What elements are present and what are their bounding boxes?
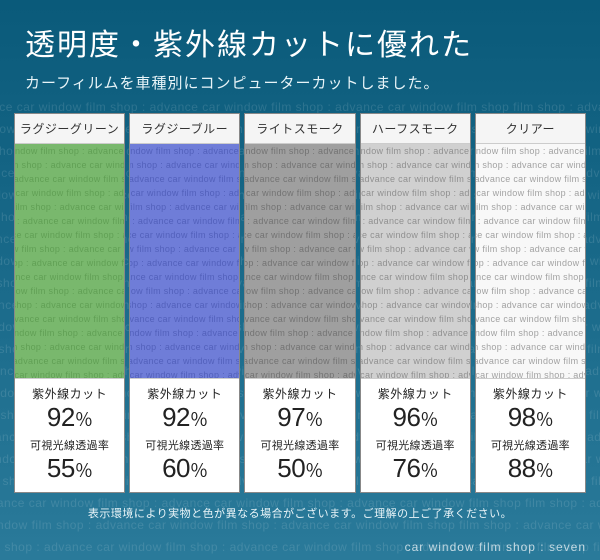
film-card: ライトスモークndow film shop : advance car wind… [244,113,355,493]
film-swatch: ndow film shop : advance car window film… [476,144,585,379]
uv-value: 98％ [478,402,583,433]
trans-label: 可視光線透過率 [247,437,352,453]
film-card: クリアーndow film shop : advance car window … [475,113,586,493]
film-swatch: ndow film shop : advance car window film… [130,144,239,379]
swatch-overlay [130,144,239,378]
film-name: ラグジーグリーン [15,114,124,144]
uv-label: 紫外線カット [363,385,468,402]
swatch-overlay [15,144,124,378]
disclaimer-text: 表示環境により実物と色が異なる場合がございます。ご理解の上ご了承ください。 [0,505,600,521]
film-name: ラグジーブルー [130,114,239,144]
film-card: ラグジーグリーンndow film shop : advance car win… [14,113,125,493]
uv-value: 92％ [17,402,122,433]
header: 透明度・紫外線カットに優れた カーフィルムを車種別にコンピューターカットしました… [0,0,600,105]
swatch-overlay [476,144,585,378]
film-card: ハーフスモークndow film shop : advance car wind… [360,113,471,493]
uv-label: 紫外線カット [247,385,352,402]
trans-label: 可視光線透過率 [478,437,583,453]
swatch-overlay [245,144,354,378]
trans-value: 50％ [247,453,352,484]
film-stats: 紫外線カット92％ 可視光線透過率55％ [15,379,124,492]
film-stats: 紫外線カット97％ 可視光線透過率50％ [245,379,354,492]
film-swatch: ndow film shop : advance car window film… [361,144,470,379]
trans-value: 76％ [363,453,468,484]
trans-value: 55％ [17,453,122,484]
trans-value: 60％ [132,453,237,484]
film-swatch: ndow film shop : advance car window film… [245,144,354,379]
page-title: 透明度・紫外線カットに優れた [25,20,575,64]
uv-value: 96％ [363,402,468,433]
footer-brand: car window film shop : seven [405,540,586,554]
film-stats: 紫外線カット96％ 可視光線透過率76％ [361,379,470,492]
uv-label: 紫外線カット [17,385,122,402]
film-stats: 紫外線カット92％ 可視光線透過率60％ [130,379,239,492]
swatch-overlay [361,144,470,378]
film-cards-row: ラグジーグリーンndow film shop : advance car win… [0,105,600,493]
film-name: ライトスモーク [245,114,354,144]
film-swatch: ndow film shop : advance car window film… [15,144,124,379]
trans-label: 可視光線透過率 [132,437,237,453]
trans-label: 可視光線透過率 [17,437,122,453]
uv-value: 92％ [132,402,237,433]
page-subtitle: カーフィルムを車種別にコンピューターカットしました。 [25,72,575,93]
trans-label: 可視光線透過率 [363,437,468,453]
film-name: ハーフスモーク [361,114,470,144]
film-name: クリアー [476,114,585,144]
film-stats: 紫外線カット98％ 可視光線透過率88％ [476,379,585,492]
uv-label: 紫外線カット [132,385,237,402]
trans-value: 88％ [478,453,583,484]
uv-label: 紫外線カット [478,385,583,402]
uv-value: 97％ [247,402,352,433]
film-card: ラグジーブルーndow film shop : advance car wind… [129,113,240,493]
